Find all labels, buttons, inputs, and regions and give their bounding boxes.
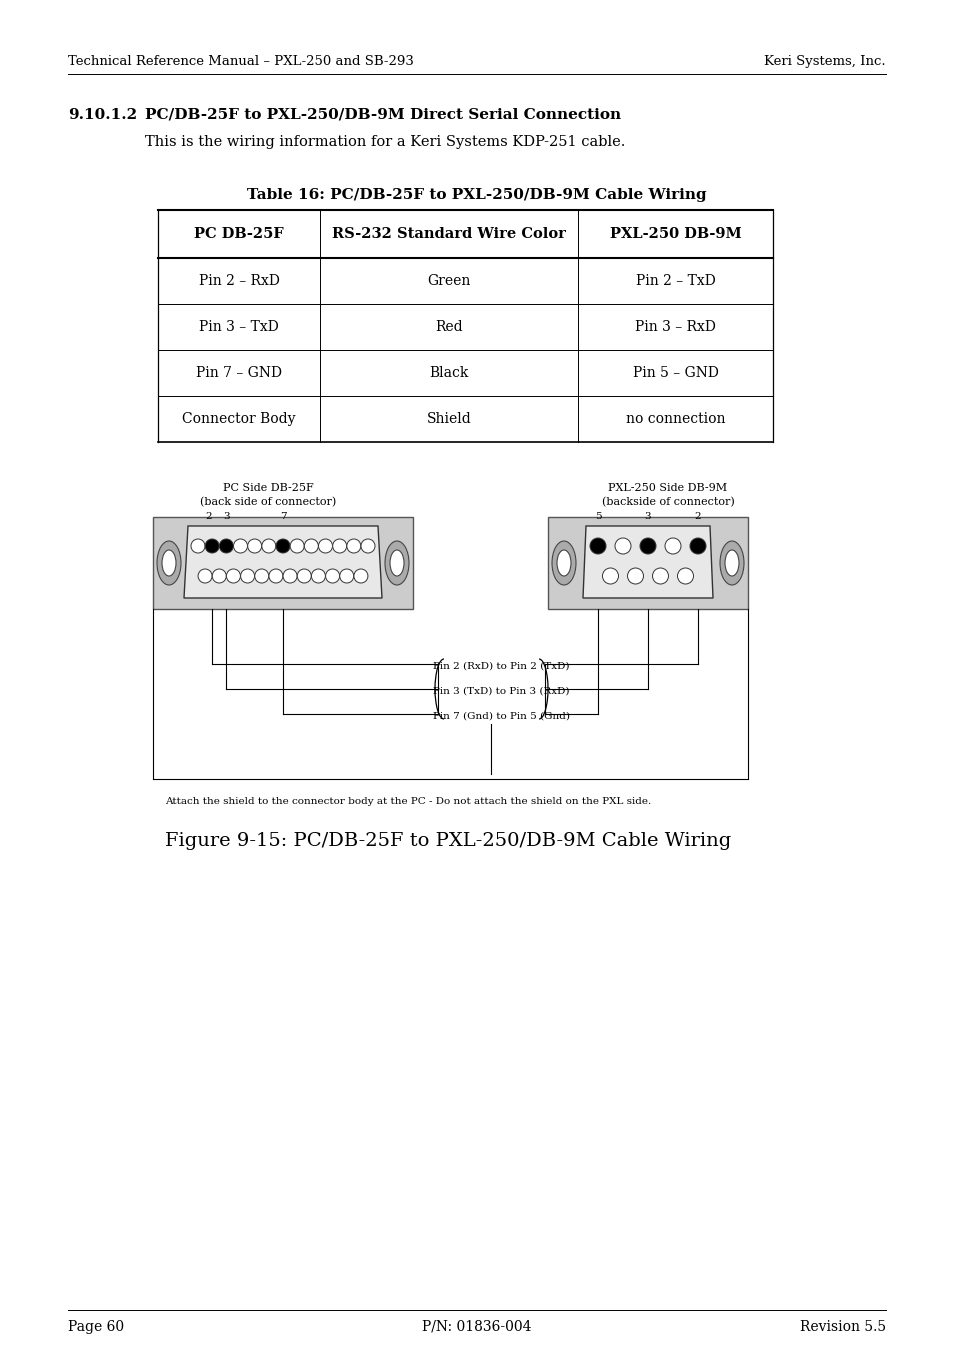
Text: Attach the shield to the connector body at the PC - Do not attach the shield on : Attach the shield to the connector body …	[165, 797, 651, 807]
Ellipse shape	[162, 550, 175, 576]
Text: 9.10.1.2: 9.10.1.2	[68, 108, 137, 122]
Text: Pin 3 – TxD: Pin 3 – TxD	[199, 320, 278, 334]
Ellipse shape	[318, 539, 333, 553]
Ellipse shape	[602, 567, 618, 584]
Bar	[152, 517, 413, 609]
Text: Pin 5 – GND: Pin 5 – GND	[632, 366, 718, 380]
Text: no connection: no connection	[625, 412, 724, 426]
Ellipse shape	[333, 539, 346, 553]
Text: Pin 2 – RxD: Pin 2 – RxD	[198, 274, 279, 288]
Ellipse shape	[248, 539, 261, 553]
Text: This is the wiring information for a Keri Systems KDP-251 cable.: This is the wiring information for a Ker…	[145, 135, 625, 149]
Ellipse shape	[290, 539, 304, 553]
Ellipse shape	[240, 569, 254, 584]
Polygon shape	[582, 526, 712, 598]
Ellipse shape	[627, 567, 643, 584]
Text: 2: 2	[205, 512, 212, 521]
Text: Shield: Shield	[426, 412, 471, 426]
Ellipse shape	[339, 569, 354, 584]
Ellipse shape	[589, 538, 605, 554]
Bar	[547, 517, 747, 609]
Polygon shape	[184, 526, 381, 598]
Text: PC DB-25F: PC DB-25F	[193, 227, 284, 240]
Text: Pin 3 (TxD) to Pin 3 (RxD): Pin 3 (TxD) to Pin 3 (RxD)	[433, 686, 569, 696]
Ellipse shape	[615, 538, 630, 554]
Text: PXL-250 Side DB-9M: PXL-250 Side DB-9M	[608, 484, 727, 493]
Ellipse shape	[269, 569, 283, 584]
Text: Pin 2 – TxD: Pin 2 – TxD	[635, 274, 715, 288]
Ellipse shape	[297, 569, 311, 584]
Text: RS-232 Standard Wire Color: RS-232 Standard Wire Color	[332, 227, 565, 240]
Ellipse shape	[385, 540, 409, 585]
Ellipse shape	[360, 539, 375, 553]
Text: 2: 2	[694, 512, 700, 521]
Ellipse shape	[664, 538, 680, 554]
Text: Connector Body: Connector Body	[182, 412, 295, 426]
Ellipse shape	[219, 539, 233, 553]
Text: 3: 3	[223, 512, 230, 521]
Text: (backside of connector): (backside of connector)	[601, 497, 734, 508]
Ellipse shape	[720, 540, 743, 585]
Text: 7: 7	[279, 512, 286, 521]
Ellipse shape	[311, 569, 325, 584]
Text: Green: Green	[427, 274, 470, 288]
Ellipse shape	[390, 550, 403, 576]
Ellipse shape	[652, 567, 668, 584]
Ellipse shape	[347, 539, 360, 553]
Text: PC/DB-25F to PXL-250/DB-9M Direct Serial Connection: PC/DB-25F to PXL-250/DB-9M Direct Serial…	[145, 108, 620, 122]
Text: PC Side DB-25F: PC Side DB-25F	[222, 484, 313, 493]
Ellipse shape	[205, 539, 219, 553]
Ellipse shape	[233, 539, 247, 553]
Text: (back side of connector): (back side of connector)	[200, 497, 335, 508]
Ellipse shape	[325, 569, 339, 584]
Text: Technical Reference Manual – PXL-250 and SB-293: Technical Reference Manual – PXL-250 and…	[68, 55, 414, 68]
Ellipse shape	[275, 539, 290, 553]
Ellipse shape	[226, 569, 240, 584]
Ellipse shape	[677, 567, 693, 584]
Ellipse shape	[724, 550, 739, 576]
Ellipse shape	[212, 569, 226, 584]
Text: 3: 3	[644, 512, 651, 521]
Text: P/N: 01836-004: P/N: 01836-004	[422, 1320, 531, 1333]
Text: Revision 5.5: Revision 5.5	[799, 1320, 885, 1333]
Text: PXL-250 DB-9M: PXL-250 DB-9M	[609, 227, 740, 240]
Ellipse shape	[639, 538, 656, 554]
Text: Figure 9-15: PC/DB-25F to PXL-250/DB-9M Cable Wiring: Figure 9-15: PC/DB-25F to PXL-250/DB-9M …	[165, 832, 731, 850]
Text: Pin 2 (RxD) to Pin 2 (TxD): Pin 2 (RxD) to Pin 2 (TxD)	[433, 662, 569, 670]
Text: Pin 3 – RxD: Pin 3 – RxD	[635, 320, 715, 334]
Ellipse shape	[552, 540, 576, 585]
Ellipse shape	[261, 539, 275, 553]
Text: 5: 5	[594, 512, 600, 521]
Text: Keri Systems, Inc.: Keri Systems, Inc.	[763, 55, 885, 68]
Ellipse shape	[198, 569, 212, 584]
Ellipse shape	[304, 539, 318, 553]
Text: Red: Red	[435, 320, 462, 334]
Text: Black: Black	[429, 366, 468, 380]
Ellipse shape	[283, 569, 296, 584]
Text: Pin 7 – GND: Pin 7 – GND	[195, 366, 282, 380]
Text: Pin 7 (Gnd) to Pin 5 (Gnd): Pin 7 (Gnd) to Pin 5 (Gnd)	[433, 712, 569, 720]
Ellipse shape	[191, 539, 205, 553]
Text: Page 60: Page 60	[68, 1320, 124, 1333]
Ellipse shape	[354, 569, 368, 584]
Ellipse shape	[157, 540, 181, 585]
Ellipse shape	[557, 550, 571, 576]
Ellipse shape	[254, 569, 269, 584]
Ellipse shape	[689, 538, 705, 554]
Text: Table 16: PC/DB-25F to PXL-250/DB-9M Cable Wiring: Table 16: PC/DB-25F to PXL-250/DB-9M Cab…	[247, 188, 706, 203]
